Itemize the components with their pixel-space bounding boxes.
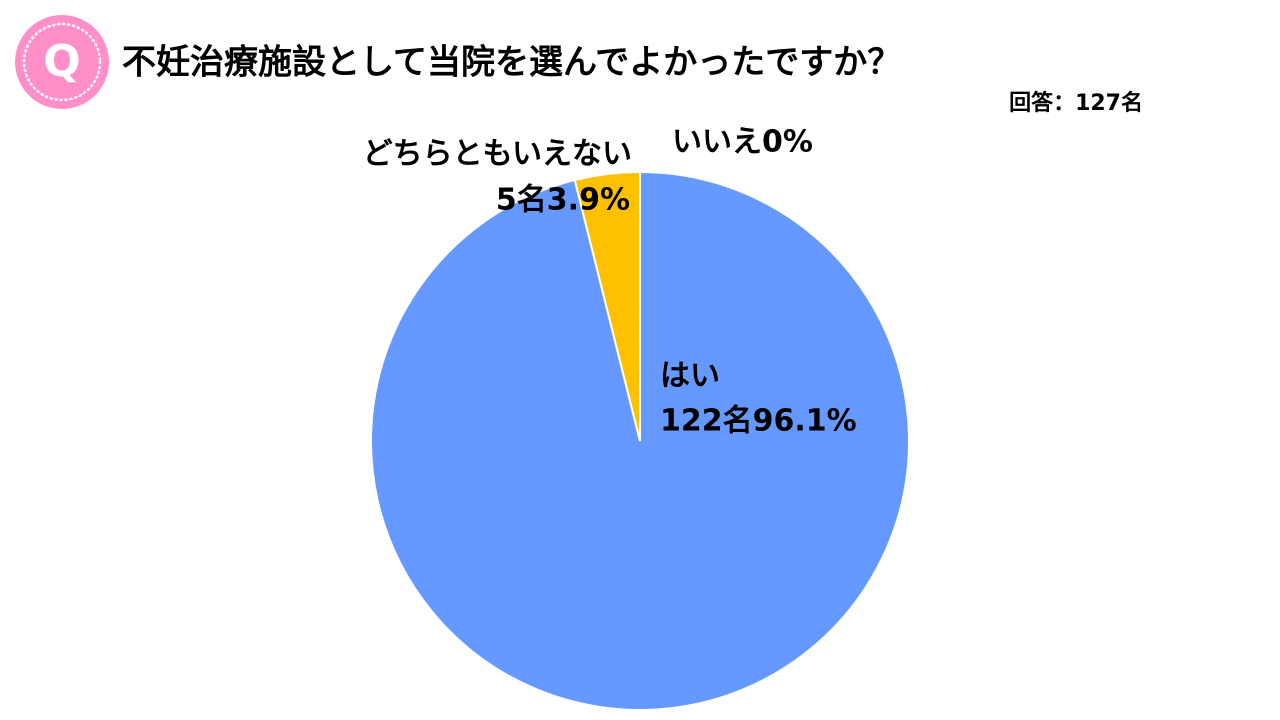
icon-ring xyxy=(22,22,102,102)
value-label: 5名3.9% xyxy=(496,183,630,218)
slice-label: はい xyxy=(660,359,720,394)
slice-label: どちらともいえない xyxy=(363,137,632,172)
icon-circle xyxy=(15,15,109,109)
chart-title: 不妊治療施設として当院を選んでよかったですか？ xyxy=(122,43,901,83)
icon-letter: Q xyxy=(43,36,80,87)
chart-subtitle: 回答：127名 xyxy=(1009,90,1143,116)
q-icon: Q xyxy=(15,15,109,109)
slice-label: いいえ xyxy=(672,125,762,160)
value-label: 122名96.1% xyxy=(660,404,857,439)
value-label: 0% xyxy=(762,125,813,160)
